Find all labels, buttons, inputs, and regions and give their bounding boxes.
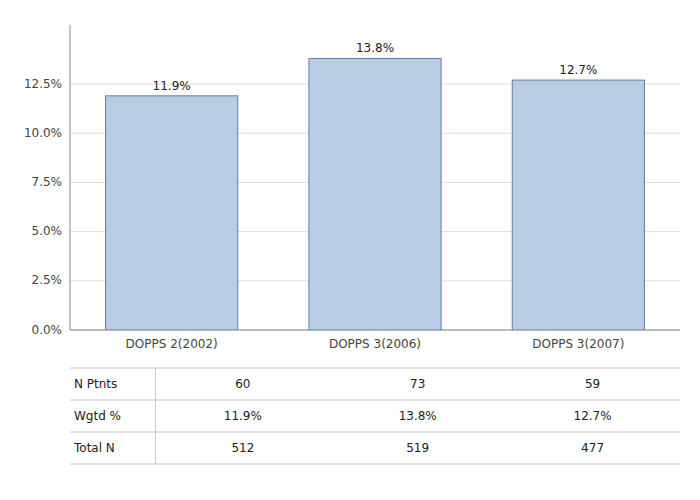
table-rule <box>70 432 680 433</box>
y-tick-label: 10.0% <box>24 126 62 140</box>
data-label: 12.7% <box>559 63 597 77</box>
table-cell: 519 <box>406 441 429 455</box>
y-tick-label: 5.0% <box>32 224 63 238</box>
table-cell: 59 <box>585 377 600 391</box>
x-tick-label: DOPPS 2(2002) <box>126 337 218 351</box>
y-tick-label: 12.5% <box>24 77 62 91</box>
table-row-label: Wgtd % <box>74 409 121 423</box>
table-separator <box>155 368 156 464</box>
bar <box>512 80 644 330</box>
table-row-label: Total N <box>73 441 115 455</box>
x-tick-label: DOPPS 3(2007) <box>532 337 624 351</box>
table-cell: 512 <box>231 441 254 455</box>
x-tick-label: DOPPS 3(2006) <box>329 337 421 351</box>
y-tick-label: 7.5% <box>32 175 63 189</box>
data-label: 13.8% <box>356 41 394 55</box>
bar <box>106 96 238 330</box>
table-cell: 13.8% <box>399 409 437 423</box>
y-tick-label: 2.5% <box>32 273 63 287</box>
y-tick-label: 0.0% <box>32 323 63 337</box>
y-axis-line <box>70 25 71 330</box>
table-rule <box>70 400 680 401</box>
chart: 0.0% 2.5% 5.0% 7.5% 10.0% 12.5% 11.9% 13.8% 12.7… <box>0 0 700 500</box>
table-cell: 73 <box>410 377 425 391</box>
table-cell: 477 <box>581 441 604 455</box>
bars <box>106 58 645 330</box>
bar <box>309 58 441 330</box>
table-cell: 60 <box>235 377 250 391</box>
table-row-label: N Ptnts <box>74 377 117 391</box>
table-cell: 12.7% <box>574 409 612 423</box>
table-rule <box>70 464 680 465</box>
table-cell: 11.9% <box>224 409 262 423</box>
table-rule <box>70 368 680 369</box>
data-label: 11.9% <box>153 79 191 93</box>
table: N Ptnts 60 73 59 Wgtd % 11.9% 13.8% 12.7% Total … <box>70 368 680 464</box>
